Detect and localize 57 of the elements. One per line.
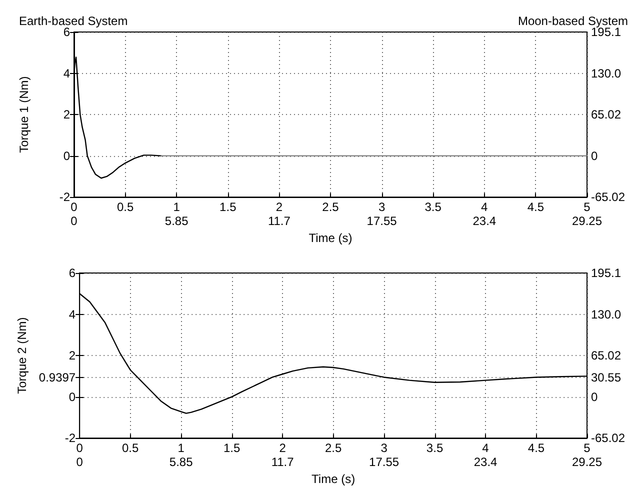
x2-tick-label: 23.4: [474, 455, 498, 470]
x-tick-label: 5: [584, 200, 591, 214]
x-tick-label: 4.5: [527, 200, 544, 214]
y-tick-label: 0: [68, 390, 76, 404]
x-tick-label: 4: [482, 441, 490, 456]
y2-tick-label: 195.1: [591, 266, 622, 280]
x-tick-label: 4.5: [528, 441, 545, 456]
y2-tick-label: -65.02: [591, 190, 626, 204]
y-tick-label: 2: [68, 348, 76, 363]
x2-tick-label: 17.55: [366, 214, 398, 228]
chart-subtitle: Moon-based System: [518, 14, 628, 28]
x2-tick-label: 11.7: [271, 455, 294, 470]
x-tick-label: 1.5: [220, 200, 237, 214]
x-tick-label: 3: [380, 441, 388, 456]
y-tick-label: 4: [63, 66, 70, 80]
x2-tick-label: 29.25: [572, 455, 602, 470]
y2-tick-label: -65.02: [591, 431, 626, 446]
x-tick-label: 5: [584, 441, 591, 456]
x2-tick-label: 29.25: [572, 214, 602, 228]
y-tick-label: 0.9397: [38, 370, 76, 384]
x2-tick-label: 5.85: [164, 214, 189, 228]
x-tick-label: 4: [481, 200, 488, 214]
x-tick-label: 1.5: [223, 441, 240, 456]
x-tick-label: 3: [378, 200, 386, 214]
chart-title: Earth-based System: [19, 14, 128, 28]
x-tick-label: 2.5: [322, 200, 340, 214]
y-tick-label: 4: [68, 307, 76, 322]
x2-tick-label: 17.55: [369, 455, 400, 470]
x-tick-label: 0.5: [122, 441, 140, 456]
x-tick-label: 3.5: [424, 200, 442, 214]
x-tick-label: 1: [173, 200, 180, 214]
y2-tick-label: 65.02: [591, 108, 622, 122]
x2-tick-label: 23.4: [472, 214, 496, 228]
y-tick-label: 2: [63, 108, 70, 122]
y-tick-label: -2: [64, 431, 76, 446]
y-axis-title: Torque 2 (Nm): [15, 317, 29, 394]
x-tick-label: 3.5: [426, 441, 444, 456]
x2-tick-label: 5.85: [169, 455, 194, 470]
x-axis-title: Time (s): [312, 472, 356, 486]
y2-tick-label: 65.02: [591, 348, 622, 363]
y-tick-label: -2: [59, 190, 70, 204]
y-tick-label: 6: [63, 25, 70, 39]
y2-tick-label: 30.55: [591, 370, 622, 384]
y-axis-title: Torque 1 (Nm): [17, 76, 31, 153]
y2-tick-label: 0: [591, 148, 598, 163]
y-tick-label: 0: [63, 148, 70, 163]
x-tick-label: 0.5: [116, 200, 134, 214]
x-axis-title: Time (s): [308, 231, 352, 245]
y2-tick-label: 0: [591, 390, 598, 404]
y-tick-label: 6: [68, 266, 76, 280]
x-tick-label: 2: [279, 441, 286, 456]
x-tick-label: 2: [276, 200, 283, 214]
y2-tick-label: 130.0: [591, 66, 622, 80]
x2-tick-label: 11.7: [268, 214, 291, 228]
y2-tick-label: 130.0: [591, 307, 622, 322]
x-tick-label: 2.5: [324, 441, 342, 456]
x-tick-label: 1: [178, 441, 185, 456]
